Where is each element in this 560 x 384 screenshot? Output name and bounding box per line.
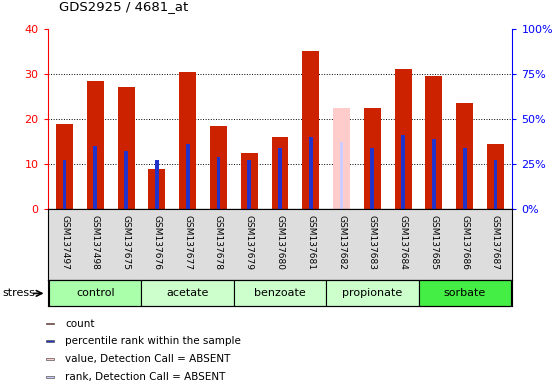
Text: value, Detection Call = ABSENT: value, Detection Call = ABSENT (65, 354, 230, 364)
Text: GSM137675: GSM137675 (122, 215, 130, 270)
Text: GSM137681: GSM137681 (306, 215, 315, 270)
Text: GSM137682: GSM137682 (337, 215, 346, 270)
Bar (94, 146, 97, 209)
Bar (46, 323, 54, 324)
Text: rank, Detection Call = ABSENT: rank, Detection Call = ABSENT (65, 372, 225, 382)
Text: GSM137679: GSM137679 (245, 215, 254, 270)
Bar (309, 137, 312, 209)
Bar (326, 280, 418, 306)
Text: GSM137680: GSM137680 (276, 215, 284, 270)
Text: control: control (76, 288, 115, 298)
Text: GSM137676: GSM137676 (152, 215, 161, 270)
Text: stress: stress (3, 288, 36, 298)
Bar (371, 148, 374, 209)
Bar (278, 148, 282, 209)
Text: GSM137685: GSM137685 (430, 215, 438, 270)
Bar (186, 144, 189, 209)
Bar (46, 358, 54, 360)
Text: GSM137678: GSM137678 (214, 215, 223, 270)
Bar (487, 144, 504, 209)
Bar (395, 70, 412, 209)
Text: GSM137684: GSM137684 (399, 215, 408, 270)
Bar (210, 126, 227, 209)
Bar (155, 160, 158, 209)
Bar (124, 151, 128, 209)
Bar (46, 340, 54, 342)
Bar (456, 103, 473, 209)
Text: GSM137686: GSM137686 (460, 215, 469, 270)
Bar (333, 108, 350, 209)
Bar (63, 160, 67, 209)
Text: acetate: acetate (166, 288, 209, 298)
Bar (179, 72, 196, 209)
Bar (340, 142, 343, 209)
Bar (234, 280, 326, 306)
Bar (248, 160, 251, 209)
Bar (463, 148, 466, 209)
Text: sorbate: sorbate (444, 288, 486, 298)
Text: GSM137677: GSM137677 (183, 215, 192, 270)
Text: GSM137687: GSM137687 (491, 215, 500, 270)
Bar (56, 124, 73, 209)
Bar (418, 280, 511, 306)
Bar (49, 280, 142, 306)
Bar (432, 139, 436, 209)
Bar (241, 153, 258, 209)
Text: benzoate: benzoate (254, 288, 306, 298)
Text: GSM137497: GSM137497 (60, 215, 69, 270)
Bar (493, 160, 497, 209)
Bar (426, 76, 442, 209)
Text: percentile rank within the sample: percentile rank within the sample (65, 336, 241, 346)
Text: propionate: propionate (342, 288, 403, 298)
Bar (272, 137, 288, 209)
Bar (217, 157, 220, 209)
Text: GDS2925 / 4681_at: GDS2925 / 4681_at (59, 0, 188, 13)
Bar (46, 376, 54, 377)
Bar (148, 169, 165, 209)
Text: count: count (65, 319, 95, 329)
Text: GSM137683: GSM137683 (368, 215, 377, 270)
Bar (87, 81, 104, 209)
Bar (142, 280, 234, 306)
Bar (302, 51, 319, 209)
Bar (402, 135, 405, 209)
Bar (364, 108, 381, 209)
Text: GSM137498: GSM137498 (91, 215, 100, 270)
Bar (118, 88, 134, 209)
